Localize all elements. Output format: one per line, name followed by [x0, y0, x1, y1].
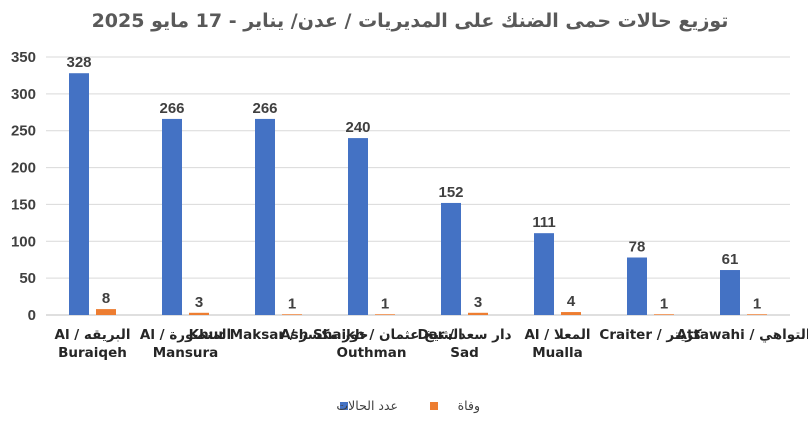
data-label: 61	[722, 251, 739, 268]
bar-cases	[627, 257, 647, 315]
data-labels: 328 8 266 3 266 1 240 1 152 3 111 4 78 1 61 1	[66, 54, 761, 312]
bar-deaths	[561, 312, 581, 315]
data-label: 240	[345, 119, 370, 136]
bar-cases	[534, 233, 554, 315]
x-tick-label: دار سعد / Dar	[417, 327, 511, 343]
y-tick-label: 350	[11, 49, 36, 66]
bar-cases	[69, 73, 89, 316]
bar-cases	[720, 270, 740, 315]
x-tick-label: البريقه / Al	[55, 327, 131, 343]
gridlines	[46, 56, 790, 316]
legend-swatch	[430, 402, 438, 410]
bar-cases	[348, 138, 368, 315]
chart-title: توزيع حالات حمى الضنك على المديريات / عد…	[92, 10, 729, 32]
data-label: 111	[532, 214, 555, 231]
data-label: 1	[381, 295, 389, 312]
x-tick-label: Mualla	[532, 345, 583, 361]
data-label: 3	[474, 294, 482, 311]
x-tick-label: المعلا / Al	[524, 327, 590, 343]
data-label: 8	[102, 290, 110, 307]
legend: عدد الحالات وفاة	[336, 398, 480, 414]
y-tick-label: 100	[11, 233, 36, 250]
data-label: 328	[66, 54, 91, 71]
legend-swatch	[340, 402, 348, 410]
y-tick-label: 150	[11, 196, 36, 213]
x-tick-label: التواهي / Attawahi	[677, 327, 808, 343]
bar-cases	[255, 118, 275, 315]
data-label: 4	[567, 293, 576, 310]
data-label: 1	[753, 295, 761, 312]
y-tick-label: 200	[11, 160, 36, 177]
x-tick-label: Buraiqeh	[58, 345, 127, 361]
bar-cases	[162, 118, 182, 315]
bar-cases	[441, 202, 461, 315]
x-tick-label: كريتر / Craiter	[599, 327, 701, 343]
y-tick-label: 50	[19, 270, 36, 287]
bar-deaths	[375, 314, 395, 315]
data-label: 1	[660, 295, 668, 312]
bar-deaths	[282, 314, 302, 315]
data-label: 78	[629, 239, 646, 256]
data-label: 266	[252, 100, 277, 117]
bar-deaths	[96, 309, 116, 315]
x-tick-label: خور مكسر / Khur Maksar	[189, 327, 369, 343]
x-axis: البريقه / Al Buraiqeh المنصورة / Al Mansura…	[55, 327, 808, 361]
bar-deaths	[654, 314, 674, 315]
bar-deaths	[189, 312, 209, 315]
bars	[69, 73, 767, 316]
x-tick-label: Mansura	[153, 345, 219, 361]
bar-deaths	[468, 312, 488, 315]
x-tick-label: Sad	[450, 345, 479, 361]
x-tick-label: Outhman	[337, 345, 407, 361]
data-label: 1	[288, 295, 296, 312]
y-axis: 0 50 100 150 200 250 300 350	[11, 49, 36, 324]
y-tick-label: 0	[28, 307, 36, 324]
y-tick-label: 250	[11, 123, 36, 140]
x-tick-label: المنصورة / Al	[140, 327, 231, 343]
legend-label: عدد الحالات	[336, 398, 398, 413]
x-tick-label: الشيخ عثمان / Ash Shaikh	[280, 327, 463, 343]
legend-label: وفاة	[458, 398, 480, 414]
bar-deaths	[747, 314, 767, 315]
data-label: 152	[438, 184, 463, 201]
y-tick-label: 300	[11, 86, 36, 103]
data-label: 3	[195, 294, 203, 311]
data-label: 266	[159, 100, 184, 117]
